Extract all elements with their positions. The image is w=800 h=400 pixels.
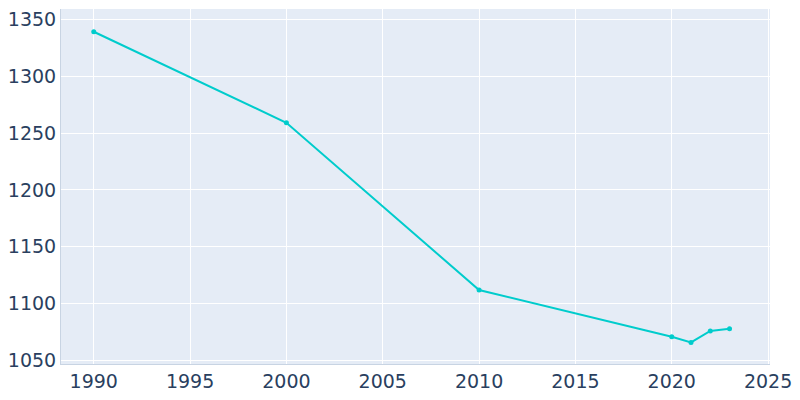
svg-text:2005: 2005 bbox=[359, 370, 407, 392]
svg-text:1300: 1300 bbox=[8, 65, 56, 87]
svg-text:1990: 1990 bbox=[70, 370, 118, 392]
svg-text:1150: 1150 bbox=[8, 235, 56, 257]
svg-text:2025: 2025 bbox=[744, 370, 792, 392]
svg-text:2010: 2010 bbox=[455, 370, 503, 392]
svg-text:1350: 1350 bbox=[8, 8, 56, 30]
svg-text:2000: 2000 bbox=[262, 370, 310, 392]
svg-text:1100: 1100 bbox=[8, 292, 56, 314]
svg-text:1250: 1250 bbox=[8, 122, 56, 144]
svg-text:1050: 1050 bbox=[8, 349, 56, 371]
svg-text:2020: 2020 bbox=[648, 370, 696, 392]
svg-text:2015: 2015 bbox=[551, 370, 599, 392]
svg-text:1995: 1995 bbox=[166, 370, 214, 392]
svg-text:1200: 1200 bbox=[8, 179, 56, 201]
